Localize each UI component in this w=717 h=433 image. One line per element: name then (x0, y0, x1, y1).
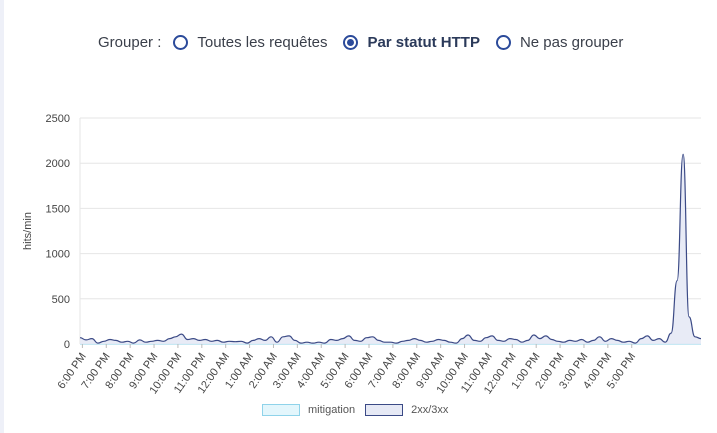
legend-item-mitigation[interactable]: mitigation (262, 404, 355, 416)
grouping-option-all-requests-label: Toutes les requêtes (197, 33, 328, 51)
grouping-option-http-status[interactable]: Par statut HTTP (343, 34, 480, 51)
page-left-edge (0, 0, 4, 433)
chart-legend: mitigation 2xx/3xx (262, 404, 458, 416)
legend-label-mitigation: mitigation (308, 404, 356, 416)
legend-swatch-2xx-3xx (365, 404, 404, 416)
radio-http-status[interactable] (343, 34, 359, 50)
legend-swatch-mitigation (262, 404, 300, 416)
grouping-option-no-grouping-label: Ne pas grouper (519, 33, 624, 51)
legend-item-2xx-3xx[interactable]: 2xx/3xx (365, 404, 448, 416)
y-tick-label: 0 (64, 339, 70, 351)
hits-chart: 0 500 1000 1500 2000 2500 hits/min 6:00 PM7:0… (22, 113, 702, 396)
legend-label-2xx-3xx: 2xx/3xx (411, 404, 449, 416)
y-axis-label: hits/min (22, 212, 34, 250)
y-tick-label: 1000 (46, 249, 70, 261)
series-area-1 (80, 154, 701, 344)
y-tick-label: 1500 (46, 203, 70, 215)
chart-grid (79, 117, 701, 345)
y-tick-label: 2500 (46, 113, 70, 125)
series-line-1 (79, 153, 702, 344)
grouping-control: Grouper : Toutes les requêtes Par statut… (98, 30, 639, 54)
y-tick-label: 500 (52, 294, 70, 306)
radio-no-grouping[interactable] (495, 34, 511, 50)
y-axis-ticks: 0 500 1000 1500 2000 2500 (46, 113, 70, 351)
grouping-option-http-status-label: Par statut HTTP (367, 33, 480, 51)
radio-all-requests[interactable] (173, 34, 189, 50)
grouping-option-all-requests[interactable]: Toutes les requêtes (173, 34, 327, 51)
grouping-option-no-grouping[interactable]: Ne pas grouper (495, 33, 624, 51)
chart-series (79, 153, 702, 344)
grouping-label: Grouper : (98, 33, 162, 51)
y-tick-label: 2000 (46, 158, 70, 170)
